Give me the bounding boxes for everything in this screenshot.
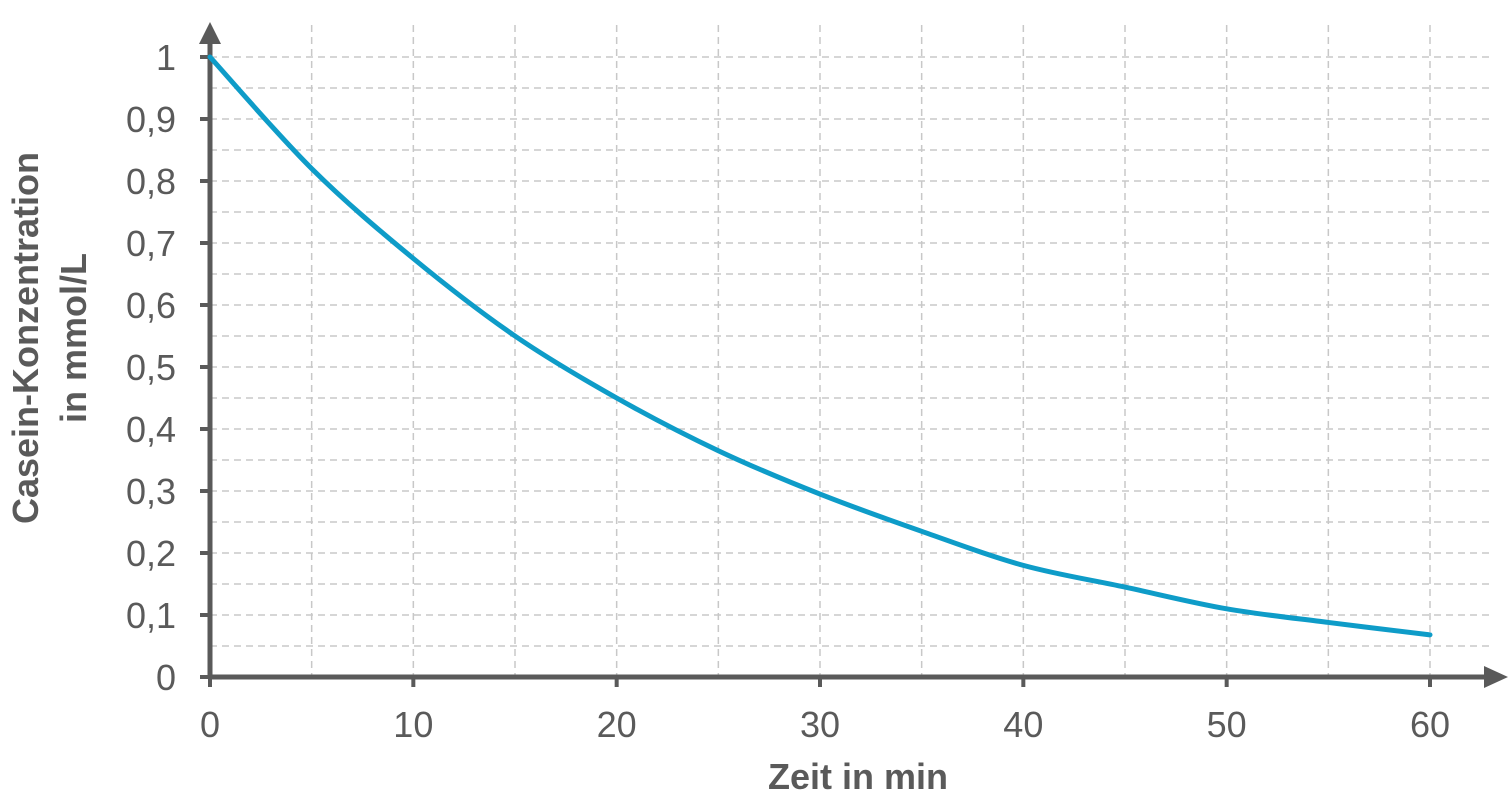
y-tick-label: 1 [156,37,176,78]
x-tick-label: 40 [1003,704,1043,745]
series-layer [207,54,1433,638]
y-axis-title-line-2: in mmol/L [53,253,94,423]
grid [210,25,1490,677]
y-tick-label: 0,3 [126,471,176,512]
y-tick-label: 0,1 [126,595,176,636]
x-axis-arrow [1484,666,1508,688]
ticks: 0 10 20 30 40 50 60 0 0,1 0,2 0,3 0,4 0,5 0,6 0,7 0,8 0,… [126,37,1450,745]
axes [199,22,1508,688]
series-line [207,54,1433,638]
y-tick-label: 0,6 [126,285,176,326]
y-tick-label: 0,2 [126,533,176,574]
y-tick-label: 0,5 [126,347,176,388]
x-tick-label: 20 [597,704,637,745]
x-tick-label: 60 [1410,704,1450,745]
y-tick-label: 0,9 [126,99,176,140]
y-axis-title-line-1: Casein-Konzentration [5,152,46,524]
x-tick-label: 50 [1207,704,1247,745]
x-tick-label: 0 [200,704,220,745]
y-axis-title: Casein-Konzentration in mmol/L [5,152,94,524]
x-axis-title: Zeit in min [768,756,948,797]
y-tick-label: 0,7 [126,223,176,264]
y-tick-label: 0,4 [126,409,176,450]
y-tick-label: 0,8 [126,161,176,202]
x-tick-label: 30 [800,704,840,745]
x-tick-label: 10 [393,704,433,745]
y-tick-label: 0 [156,657,176,698]
y-axis-arrow [199,22,221,44]
